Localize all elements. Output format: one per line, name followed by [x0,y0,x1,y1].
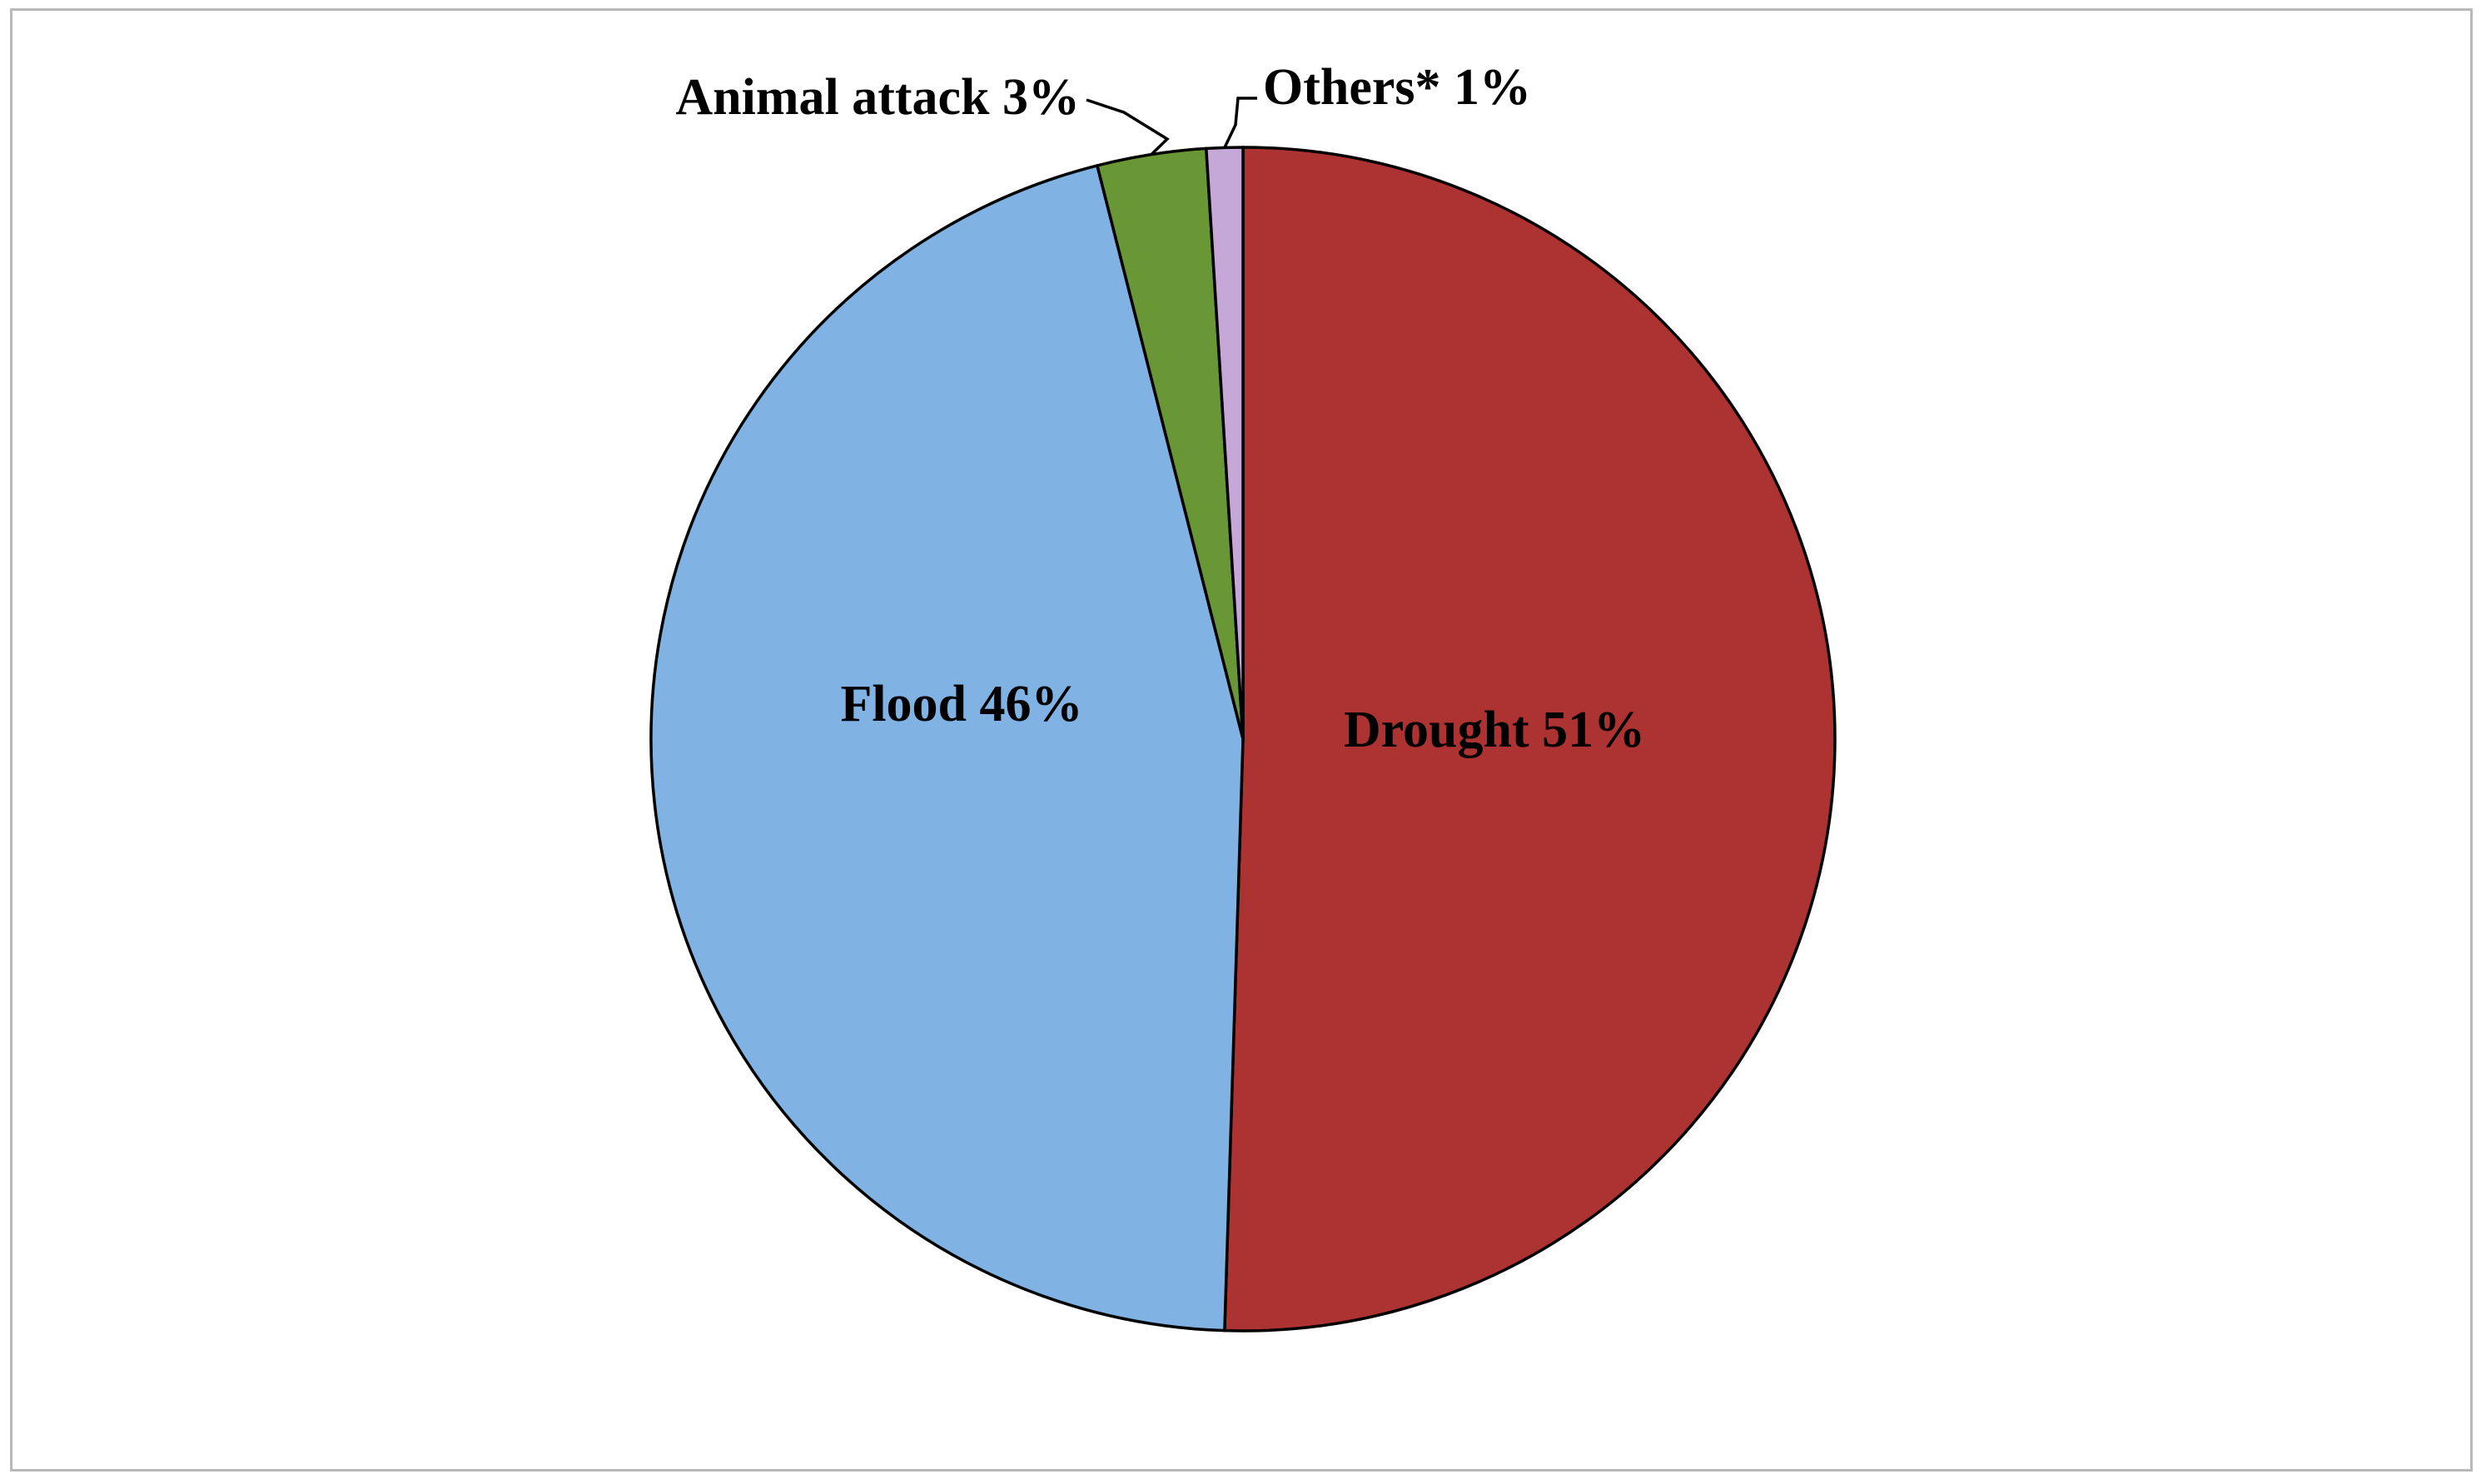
pie-slices [649,146,1837,1333]
leader-lines [1086,97,1257,156]
pie-slice-drought [1223,146,1837,1333]
slice-labels: Drought 51% Flood 46% Animal attack 3% O… [675,59,1645,758]
pie-slice-flood [649,164,1245,1333]
label-others: Others* 1% [1263,59,1531,116]
leader-line-others [1223,97,1257,149]
label-drought: Drought 51% [1344,702,1645,758]
label-animal-attack: Animal attack 3% [675,69,1080,126]
label-flood: Flood 46% [840,676,1082,732]
leader-line-animal-attack [1086,98,1170,156]
